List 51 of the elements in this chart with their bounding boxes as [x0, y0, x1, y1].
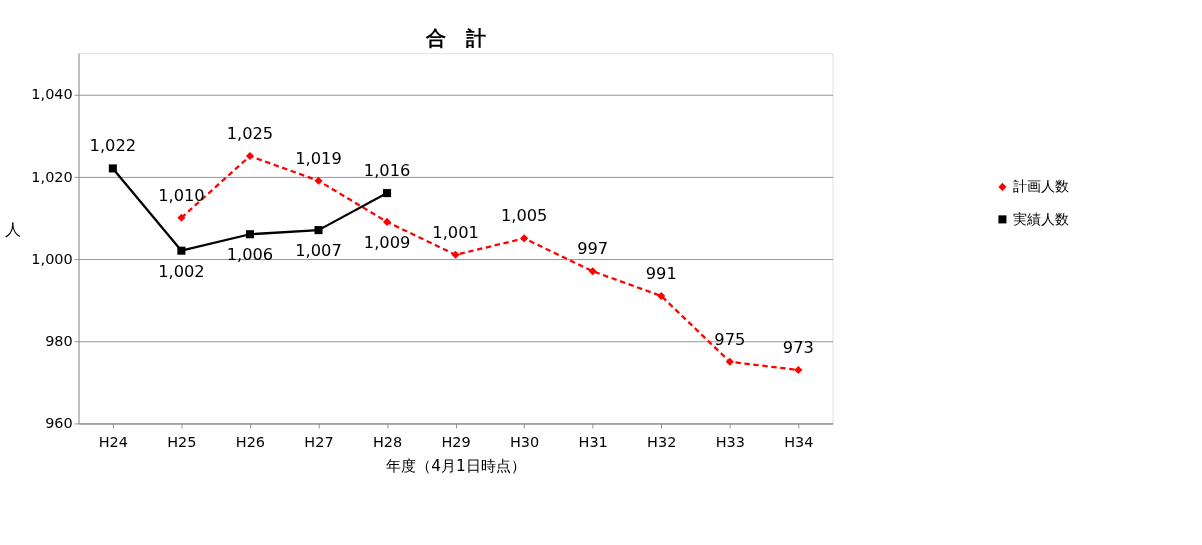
x-tick-label: H26: [235, 434, 266, 451]
x-tick-label: H28: [372, 434, 403, 451]
point: [383, 189, 392, 198]
data-label: 1,005: [500, 206, 548, 226]
point: [245, 152, 254, 161]
x-tick-label: H33: [715, 434, 745, 451]
y-axis-title: 人: [5, 220, 22, 240]
x-tick-label: H34: [784, 434, 814, 451]
point: [108, 164, 117, 173]
y-tick-label: 1,020: [31, 168, 73, 185]
data-label: 973: [782, 337, 814, 357]
data-label: 1,001: [432, 222, 479, 242]
data-label: 1,009: [363, 233, 411, 253]
data-label: 991: [645, 263, 677, 283]
point: [794, 365, 803, 375]
x-tick-label: H24: [98, 434, 128, 451]
point: [177, 213, 186, 222]
point: [314, 176, 323, 185]
point: [451, 250, 460, 259]
x-tick-label: H31: [578, 434, 608, 451]
point: [314, 226, 323, 235]
x-tick-label: H29: [441, 434, 471, 451]
y-tick-label: 1,000: [31, 250, 73, 267]
legend-label: 計画人数: [1013, 178, 1070, 195]
data-label: 1,002: [158, 261, 205, 281]
point: [657, 291, 666, 300]
data-label: 1,006: [226, 245, 274, 265]
point: [588, 267, 597, 276]
legend-label: 実績人数: [1013, 210, 1070, 227]
x-axis-title: 年度（4月1日時点）: [386, 456, 526, 475]
data-label: 1,019: [295, 148, 342, 168]
data-label: 1,016: [363, 160, 411, 180]
data-label: 1,007: [295, 241, 342, 261]
y-tick-label: 1,040: [31, 86, 73, 103]
data-label: 975: [714, 329, 746, 349]
data-label: 1,010: [158, 185, 205, 205]
point: [177, 246, 186, 255]
x-tick-label: H30: [509, 434, 540, 451]
chart-title: 合 計: [424, 27, 486, 51]
point: [725, 357, 734, 366]
x-tick-label: H25: [167, 434, 197, 451]
point: [520, 234, 529, 243]
x-tick-label: H32: [647, 434, 677, 451]
y-tick-label: 960: [45, 415, 73, 432]
data-label: 1,022: [89, 136, 137, 156]
x-tick-label: H27: [304, 434, 334, 451]
data-label: 997: [577, 239, 609, 259]
y-tick-label: 980: [45, 333, 73, 350]
data-label: 1,025: [226, 123, 274, 143]
point: [245, 230, 254, 239]
point: [383, 217, 392, 226]
